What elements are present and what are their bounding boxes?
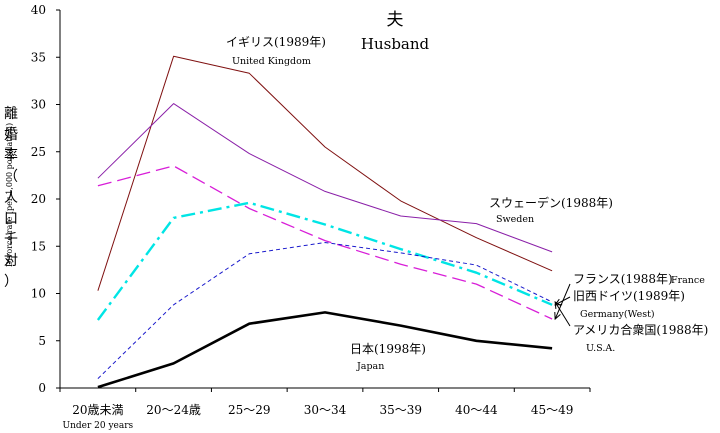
y-tick-label: 15 xyxy=(31,239,46,253)
label-sweden-en: Sweden xyxy=(496,214,534,225)
x-ticks: 20歳未満 Under 20 years 20～24歳 25～29 30～34 35～39… xyxy=(59,388,591,431)
x-tick-label: 20歳未満 xyxy=(72,403,123,417)
label-arrow xyxy=(554,301,571,327)
label-usa-en: U.S.A. xyxy=(586,343,615,354)
label-usa: アメリカ合衆国(1988年) xyxy=(573,322,708,337)
x-tick-label: 25～29 xyxy=(228,403,271,417)
label-japan: 日本(1998年) xyxy=(350,342,426,356)
y-axis-label-en: Divorce rate (per 1,000 population) xyxy=(5,123,14,267)
label-france-en: France xyxy=(671,275,705,286)
y-tick-label: 30 xyxy=(31,98,46,112)
label-japan-en: Japan xyxy=(356,361,384,372)
series-line-5 xyxy=(97,311,553,389)
label-uk-en: United Kingdom xyxy=(232,56,311,67)
series-line-3 xyxy=(96,201,553,321)
series-line-2 xyxy=(97,165,553,320)
x-tick-label: 35～39 xyxy=(379,403,422,417)
arrow-head xyxy=(554,301,562,310)
label-germany: 旧西ドイツ(1989年) xyxy=(573,289,685,303)
series-line-4 xyxy=(97,242,553,379)
y-tick-label: 20 xyxy=(31,192,46,206)
x-tick-label: 20～24歳 xyxy=(146,403,201,417)
label-uk: イギリス(1989年) xyxy=(226,35,326,49)
series-line-0 xyxy=(97,55,553,291)
y-tick-label: 10 xyxy=(31,287,46,301)
x-tick-label: 30～34 xyxy=(304,403,347,417)
chart-title: 夫 xyxy=(387,10,404,30)
x-tick-sublabel: Under 20 years xyxy=(63,421,134,431)
y-tick-label: 35 xyxy=(31,50,46,64)
label-sweden: スウェーデン(1988年) xyxy=(489,195,613,210)
x-tick-label: 40～44 xyxy=(455,403,498,417)
y-tick-label: 25 xyxy=(31,145,46,159)
chart-subtitle: Husband xyxy=(361,35,430,53)
y-ticks: 0 5 10 15 20 25 30 35 40 xyxy=(31,3,60,395)
arrow-head xyxy=(554,311,561,321)
y-tick-label: 40 xyxy=(31,3,46,17)
label-arrow xyxy=(554,283,571,320)
series-line-1 xyxy=(97,103,553,253)
label-france: フランス(1988年) xyxy=(573,272,673,286)
label-germany-en: Germany(West) xyxy=(580,309,655,320)
series-lines xyxy=(96,55,553,389)
x-tick-label: 45～49 xyxy=(531,403,574,417)
y-tick-label: 5 xyxy=(38,334,46,348)
label-arrows xyxy=(554,283,571,327)
y-tick-label: 0 xyxy=(38,381,46,395)
y-axis-label: 離婚率（人口千対） xyxy=(4,105,18,290)
